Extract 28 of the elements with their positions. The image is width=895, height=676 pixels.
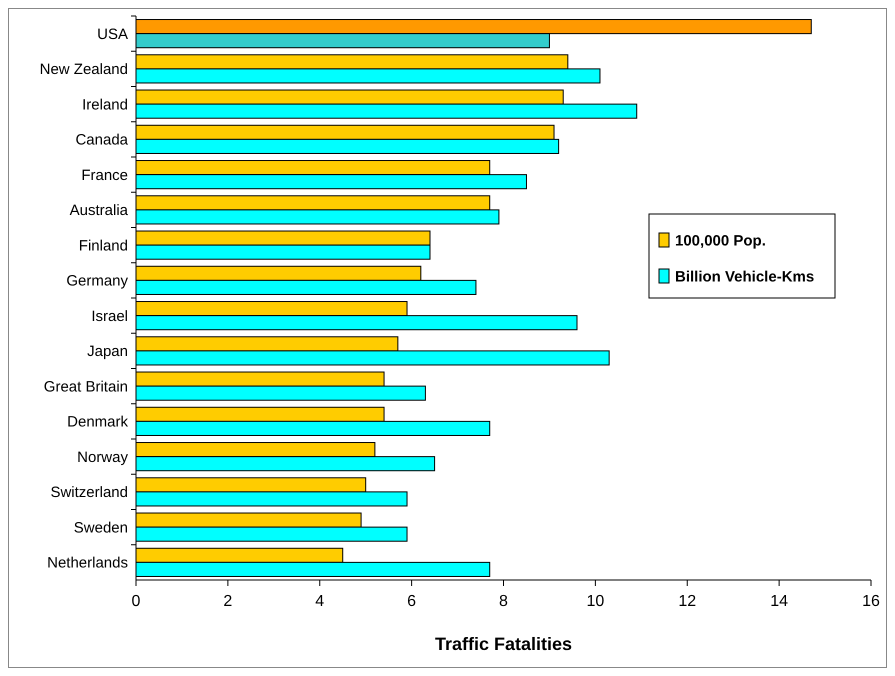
legend-label: Billion Vehicle-Kms — [675, 268, 814, 286]
y-tick-label: Israel — [91, 308, 128, 325]
y-tick-label: Germany — [66, 272, 128, 290]
x-tick-label: 10 — [586, 593, 604, 610]
x-axis-title: Traffic Fatalities — [434, 634, 572, 654]
x-tick-label: 0 — [132, 593, 141, 610]
x-tick-label: 6 — [407, 593, 416, 610]
x-tick-label: 12 — [678, 593, 696, 610]
y-tick-label: USA — [97, 26, 128, 43]
y-tick-label: Great Britain — [44, 378, 128, 396]
y-tick-label: Australia — [70, 202, 129, 220]
x-tick-label: 2 — [223, 593, 232, 610]
x-tick-label: 8 — [499, 593, 508, 610]
y-tick-label: Ireland — [82, 96, 128, 114]
y-tick-label: Japan — [87, 343, 128, 360]
x-tick-label: 14 — [770, 593, 788, 610]
x-tick-label: 16 — [862, 593, 880, 610]
x-tick-label: 4 — [315, 593, 324, 610]
y-tick-label: Switzerland — [50, 484, 128, 502]
y-tick-label: New Zealand — [40, 61, 128, 78]
legend-label: 100,000 Pop. — [675, 232, 766, 250]
y-tick-label: Denmark — [67, 414, 128, 431]
y-tick-label: France — [81, 166, 128, 184]
y-tick-label: Norway — [77, 448, 128, 466]
y-tick-label: Canada — [75, 132, 129, 149]
y-tick-label: Netherlands — [47, 554, 128, 572]
y-tick-label: Finland — [78, 237, 128, 254]
y-tick-label: Sweden — [74, 519, 128, 536]
